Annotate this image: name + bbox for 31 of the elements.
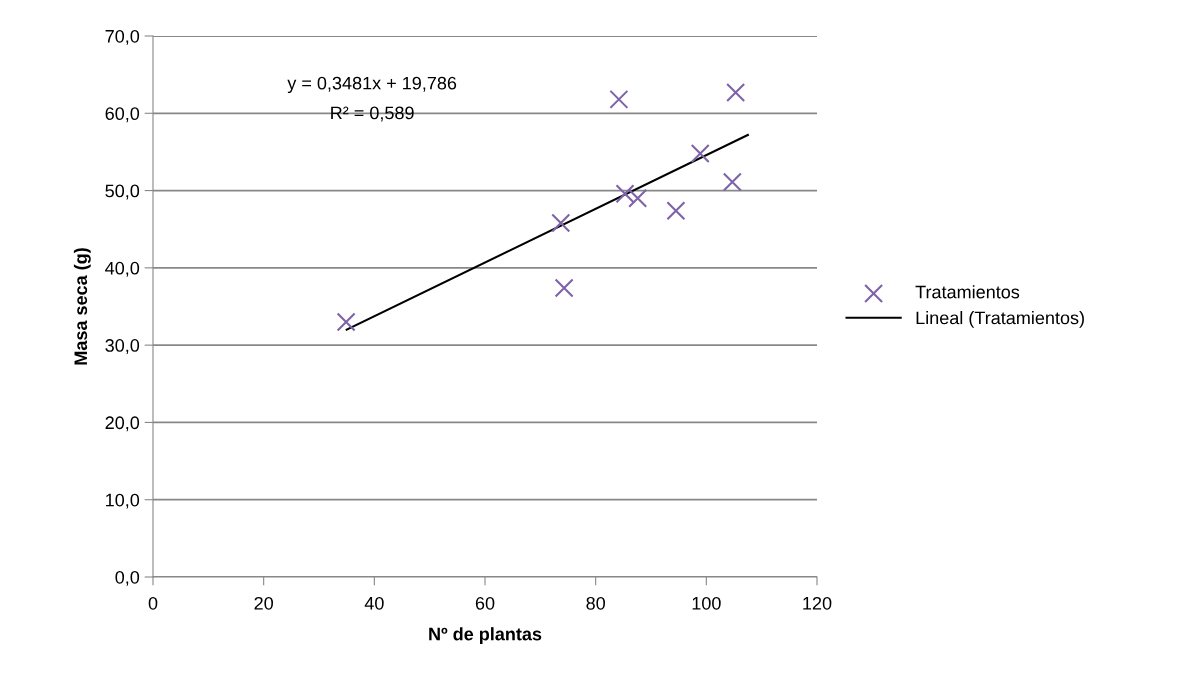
- y-tick-label: 10,0: [106, 493, 140, 509]
- y-tick-label: 60,0: [105, 107, 140, 123]
- annotation: y = 0,3481x + 19,786: [287, 76, 457, 94]
- x-tick-label: 60: [475, 596, 495, 610]
- annotation: R² = 0,589: [331, 106, 414, 122]
- point: [551, 213, 571, 233]
- point: [615, 184, 635, 204]
- y-tick-label: 0,0: [115, 570, 140, 586]
- point: [726, 82, 746, 102]
- x-axis-title: Nº de plantas: [429, 627, 542, 644]
- x-tick-label: 20: [254, 596, 273, 610]
- y-tick-label: 50,0: [105, 184, 140, 200]
- x-tick-label: 40: [364, 596, 384, 610]
- y-axis-title: Masa seca (g): [73, 248, 91, 365]
- y-tick-label: 40,0: [105, 261, 140, 277]
- y-tick-label: 20,0: [105, 416, 140, 432]
- x-tick-label: 120: [803, 596, 832, 610]
- point: [690, 143, 710, 164]
- x-tick-label: 0: [148, 596, 158, 610]
- x-tick-label: 100: [692, 596, 721, 610]
- point: [666, 201, 686, 221]
- point: [722, 172, 742, 192]
- point: [609, 89, 629, 109]
- x-tick-label: 80: [586, 596, 605, 610]
- point: [554, 278, 574, 298]
- legend-label: Tratamientos: [915, 285, 1020, 299]
- y-tick-label: 30,0: [105, 339, 140, 354]
- y-tick-label: 70,0: [105, 29, 140, 45]
- legend-label: Lineal (Tratamientos): [916, 311, 1084, 328]
- point: [628, 188, 648, 208]
- point: [336, 312, 356, 332]
